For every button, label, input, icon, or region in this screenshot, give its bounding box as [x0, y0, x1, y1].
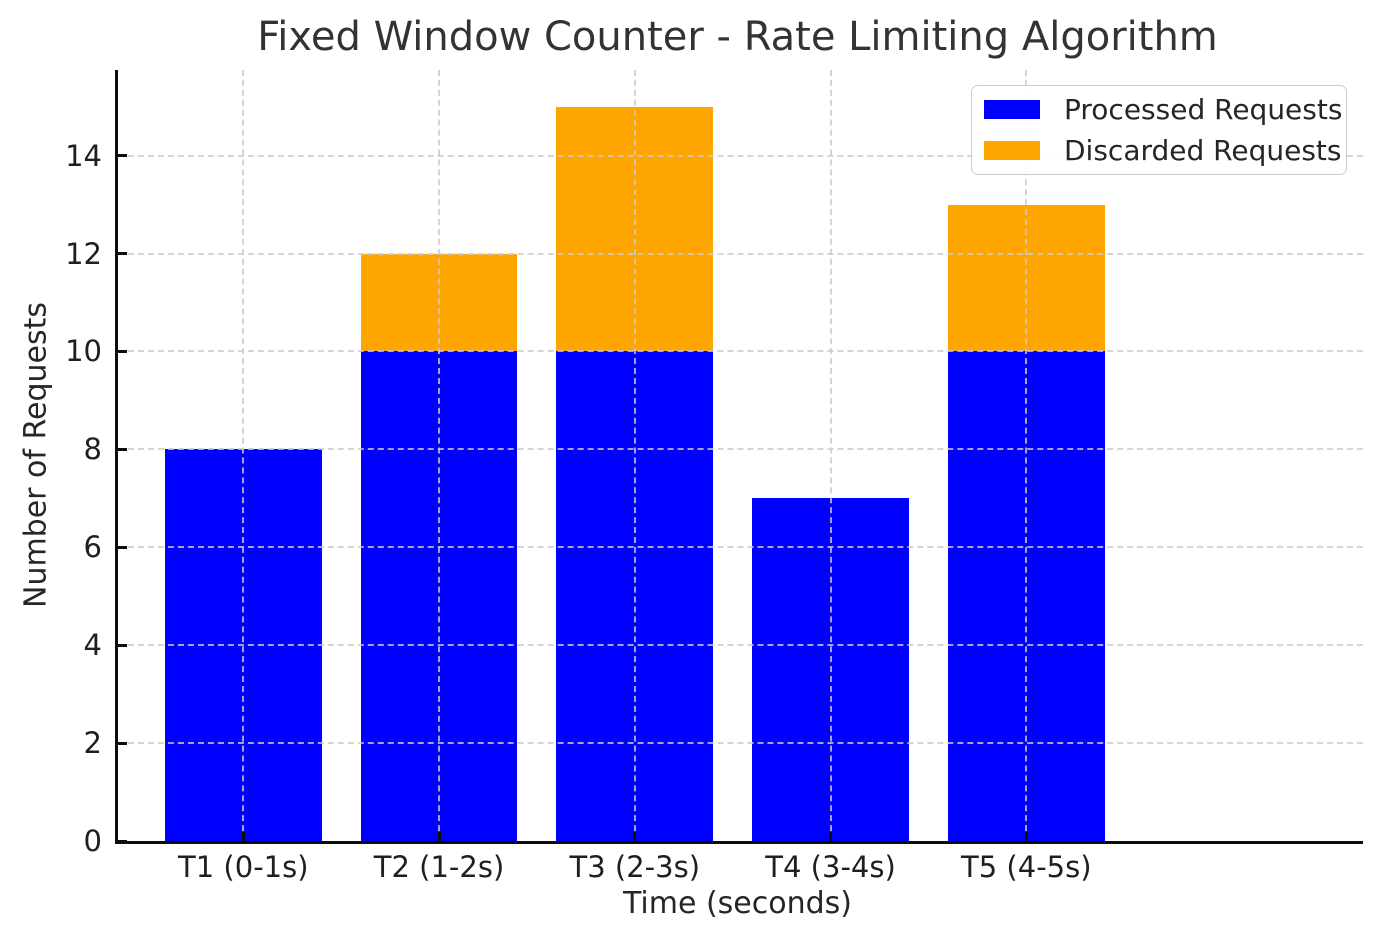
y-tick-label-8: 8: [83, 432, 102, 467]
y-tick-4: [118, 643, 127, 647]
h-gridline-6: [118, 546, 1363, 549]
legend-label-discarded: Discarded Requests: [1064, 134, 1342, 167]
h-gridline-4: [118, 644, 1363, 647]
y-tick-label-0: 0: [83, 824, 102, 858]
x-tick-label-1: T1 (0-1s): [178, 850, 309, 884]
y-tick-label-12: 12: [65, 236, 102, 271]
x-tick-label-4: T4 (3-4s): [765, 850, 896, 884]
x-axis-label: Time (seconds): [623, 886, 852, 921]
x-tick-label-2: T2 (1-2s): [373, 850, 505, 884]
y-tick-label-2: 2: [83, 726, 102, 761]
x-tick-5: [1024, 832, 1028, 841]
chart-title: Fixed Window Counter - Rate Limiting Alg…: [257, 14, 1218, 60]
y-tick-0: [118, 839, 127, 843]
y-tick-8: [118, 447, 127, 451]
legend: Processed Requests Discarded Requests: [971, 85, 1347, 175]
y-axis-label: Number of Requests: [18, 302, 54, 608]
y-tick-label-4: 4: [83, 628, 102, 663]
legend-label-processed: Processed Requests: [1064, 93, 1343, 126]
x-tick-label-3: T3 (2-3s): [569, 850, 701, 884]
x-tick-1: [241, 832, 245, 841]
legend-swatch-processed: [984, 100, 1040, 119]
v-gridline-4: [829, 70, 832, 841]
y-tick-label-14: 14: [65, 138, 102, 173]
x-tick-4: [829, 832, 833, 841]
x-tick-2: [437, 832, 441, 841]
y-tick-label-10: 10: [65, 334, 102, 369]
y-tick-12: [118, 252, 127, 256]
v-gridline-1: [242, 70, 245, 841]
h-gridline-14: [118, 154, 1363, 157]
y-tick-6: [118, 545, 127, 549]
h-gridline-8: [118, 448, 1363, 451]
y-tick-10: [118, 349, 127, 353]
h-gridline-12: [118, 252, 1363, 255]
y-tick-label-6: 6: [83, 530, 102, 565]
plot-area: Processed Requests Discarded Requests 0 2…: [65, 70, 1363, 884]
legend-swatch-discarded: [984, 141, 1040, 160]
legend-item-processed: Processed Requests: [972, 93, 1346, 126]
v-gridline-3: [633, 70, 636, 841]
legend-item-discarded: Discarded Requests: [972, 134, 1346, 167]
h-gridline-10: [118, 350, 1363, 353]
x-tick-label-5: T5 (4-5s): [961, 850, 1092, 884]
v-gridline-5: [1025, 70, 1028, 841]
v-gridline-2: [438, 70, 441, 841]
y-tick-14: [118, 154, 127, 158]
x-tick-3: [633, 832, 637, 841]
h-gridline-2: [118, 742, 1363, 745]
y-tick-2: [118, 741, 127, 745]
